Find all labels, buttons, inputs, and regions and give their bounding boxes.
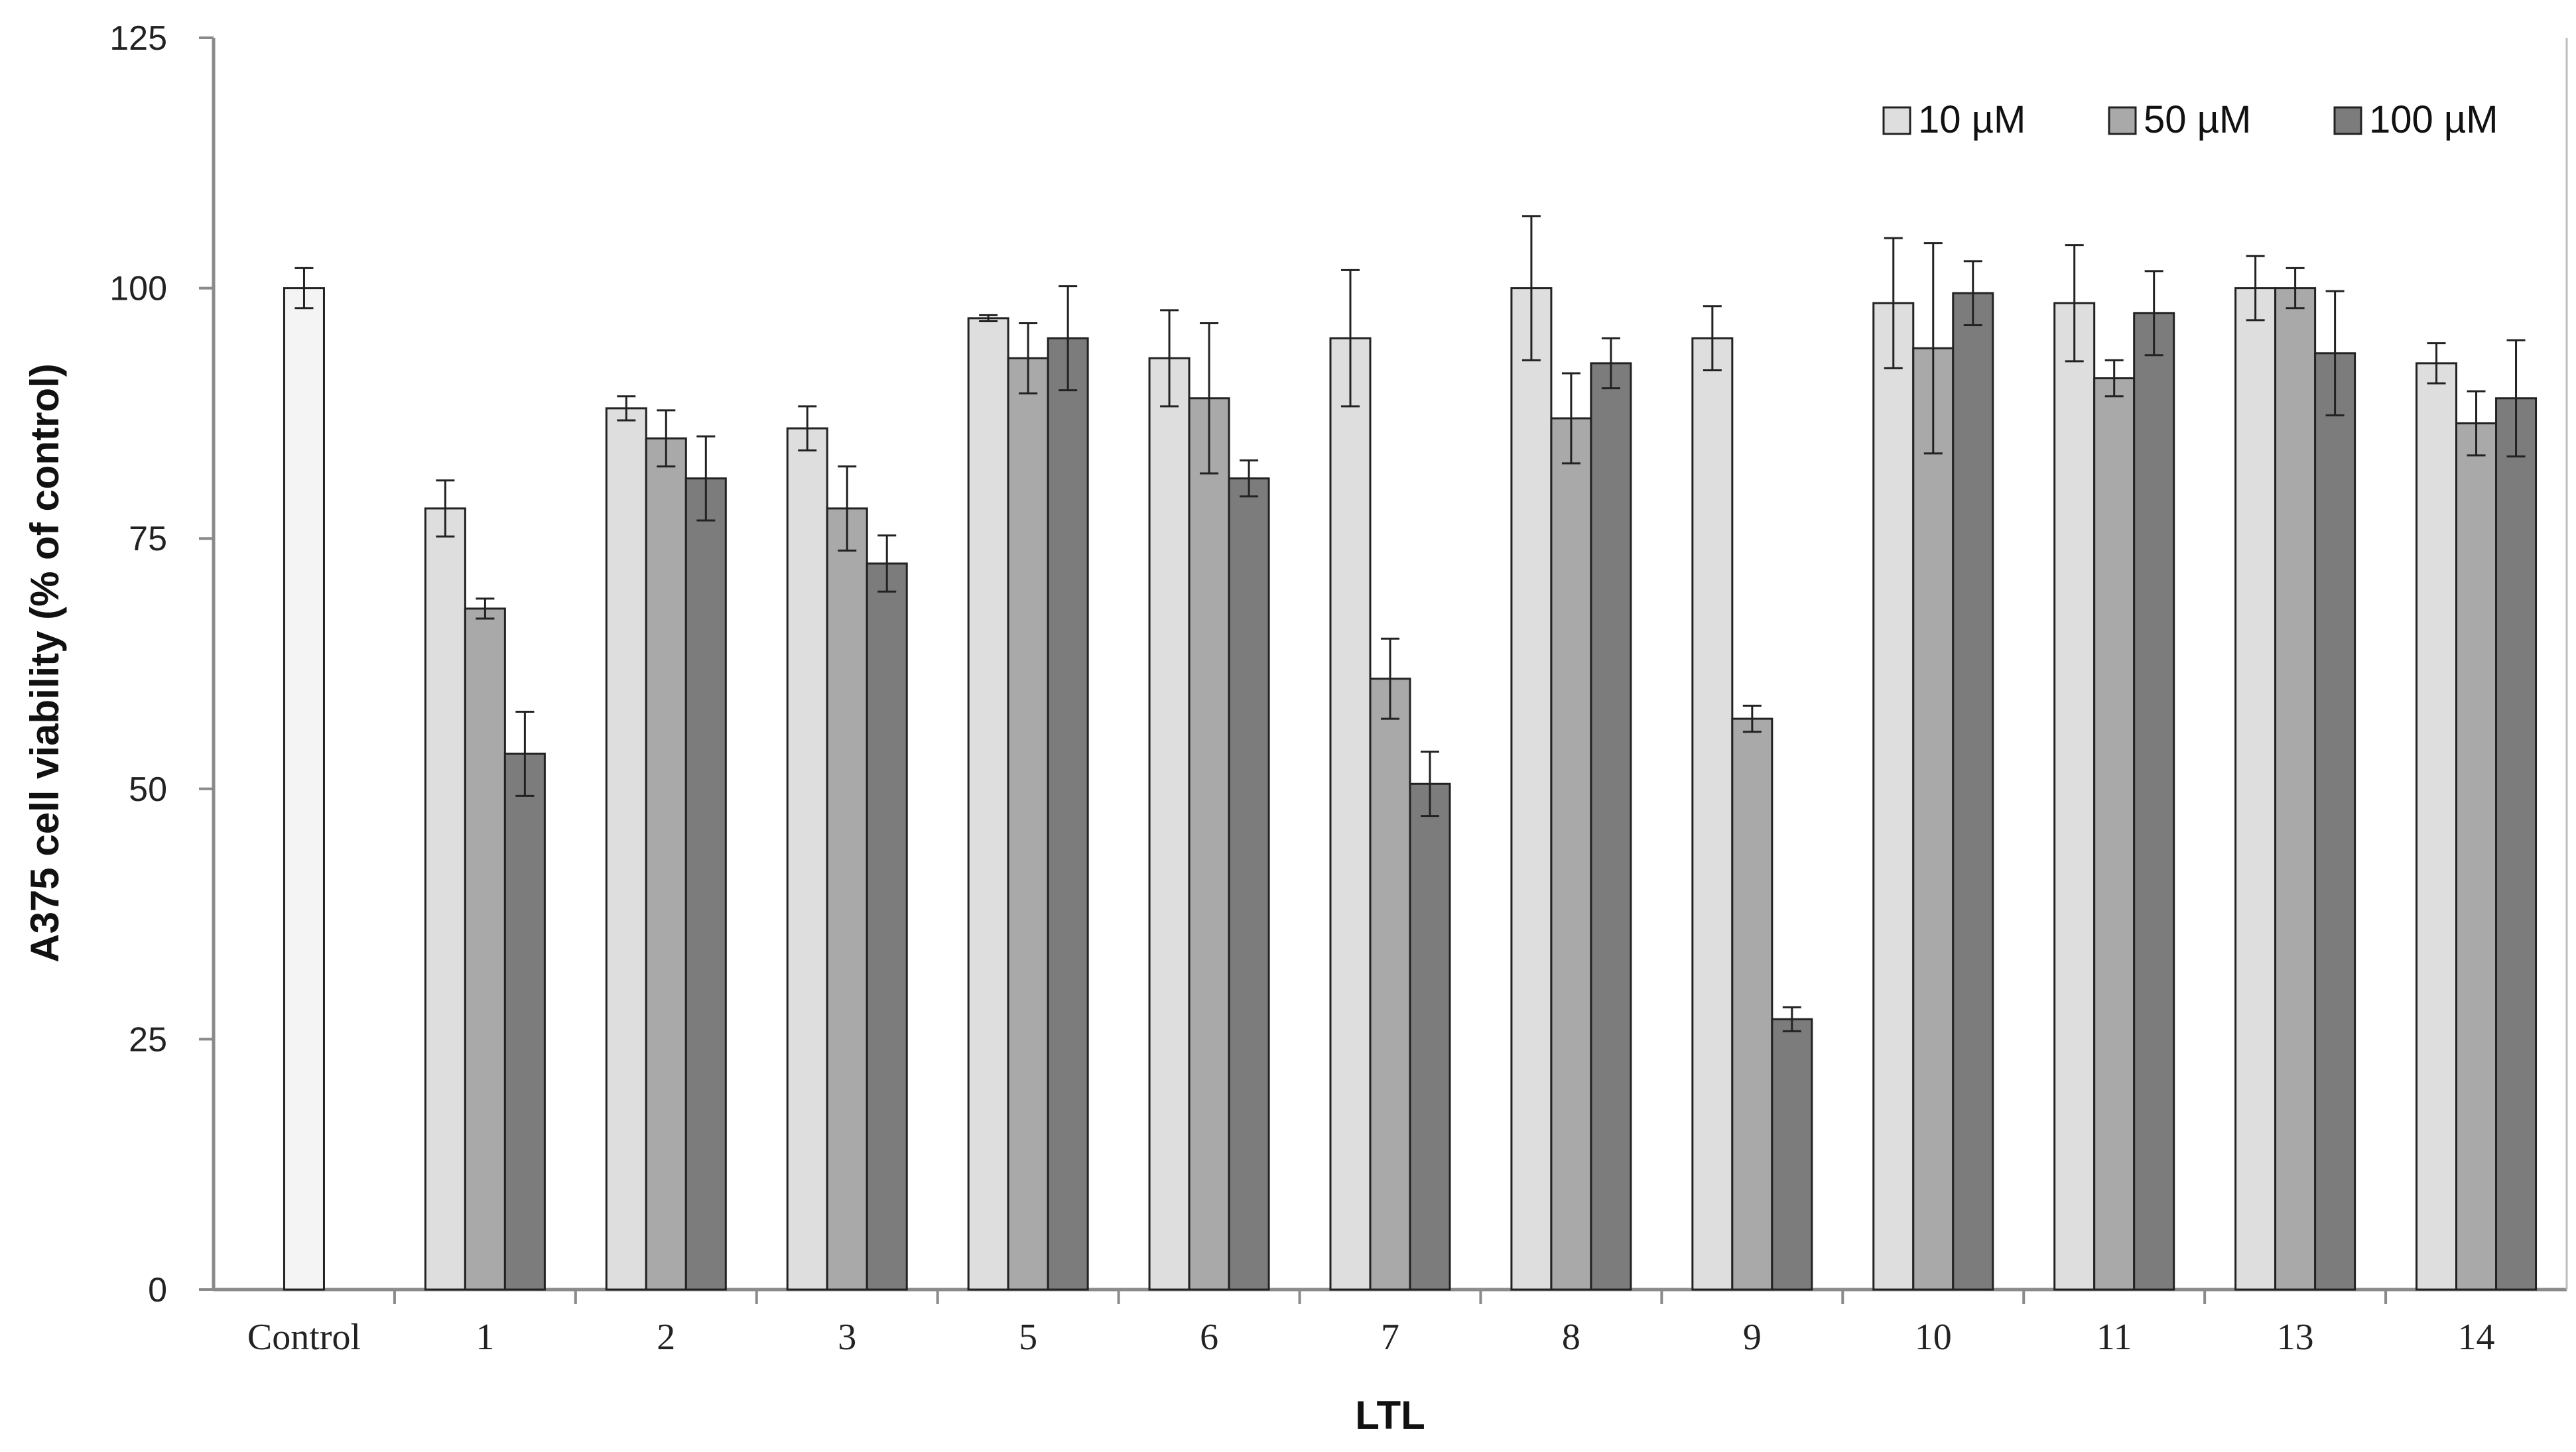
bar-series-1 xyxy=(1731,717,1773,1291)
bar-series-1 xyxy=(2274,287,2317,1291)
bars xyxy=(283,215,2538,1291)
bar-series-0 xyxy=(967,317,1009,1291)
bar-series-0 xyxy=(786,427,828,1291)
bar-series-2 xyxy=(1409,782,1451,1291)
bar-series-1 xyxy=(645,437,687,1291)
bar-series-1 xyxy=(464,607,506,1291)
x-tick-label: 13 xyxy=(2277,1317,2314,1358)
bar-series-1 xyxy=(1007,357,1049,1291)
y-tick-label: 50 xyxy=(129,770,167,809)
legend-label: 100 µM xyxy=(2369,98,2498,141)
bar-series-1 xyxy=(1912,347,1955,1291)
x-tick-label: 14 xyxy=(2458,1317,2495,1358)
bar-series-2 xyxy=(684,477,727,1291)
x-tick-label: 1 xyxy=(476,1317,494,1358)
bar-series-2 xyxy=(1590,362,1632,1291)
bar-series-0 xyxy=(2415,362,2458,1291)
bar-series-1 xyxy=(1550,417,1592,1291)
legend-label: 50 µM xyxy=(2144,98,2251,141)
bar-series-1 xyxy=(2455,422,2498,1291)
x-tick-label: 6 xyxy=(1200,1317,1218,1358)
x-tick-label: 9 xyxy=(1743,1317,1762,1358)
bar-series-1 xyxy=(2093,377,2136,1291)
x-tick-label: 7 xyxy=(1381,1317,1399,1358)
bar-series-2 xyxy=(1228,477,1270,1291)
bar-series-1 xyxy=(1369,678,1411,1291)
bar-series-0 xyxy=(1691,337,1734,1291)
y-tick-label: 75 xyxy=(129,520,167,558)
x-tick-label: 11 xyxy=(2096,1317,2132,1358)
y-tick-label: 25 xyxy=(129,1020,167,1059)
legend-swatch xyxy=(2333,106,2362,135)
bar-series-2 xyxy=(2133,312,2175,1291)
bar-series-1 xyxy=(1188,397,1230,1291)
bar-control xyxy=(283,287,325,1291)
x-tick-label: Control xyxy=(247,1317,361,1358)
y-tick-label: 100 xyxy=(109,270,167,308)
bar-series-2 xyxy=(2314,352,2356,1291)
x-tick-label: 2 xyxy=(657,1317,675,1358)
bar-series-2 xyxy=(1952,292,1994,1291)
axis-labels: 0 25 50 75 100 125 Control 1 2 3 5 6 7 8 9 10 11 13 14 xyxy=(109,19,2494,1358)
bar-series-0 xyxy=(1510,287,1553,1291)
bar-series-2 xyxy=(503,753,546,1291)
x-tick-label: 3 xyxy=(838,1317,856,1358)
x-axis-title: LTL xyxy=(1355,1393,1425,1437)
y-tick-label: 125 xyxy=(109,19,167,58)
y-axis-title: A375 cell viability (% of control) xyxy=(23,363,67,963)
bar-series-0 xyxy=(2053,302,2096,1291)
bar-series-0 xyxy=(1872,302,1915,1291)
bar-series-2 xyxy=(866,562,908,1291)
legend: 10 µM 50 µM 100 µM xyxy=(1882,98,2498,141)
x-tick-label: 5 xyxy=(1019,1317,1037,1358)
bar-series-2 xyxy=(2495,397,2538,1291)
bar-series-1 xyxy=(826,507,868,1291)
bar-series-0 xyxy=(605,407,647,1291)
x-tick-label: 8 xyxy=(1562,1317,1580,1358)
legend-swatch xyxy=(1882,106,1911,135)
bar-series-0 xyxy=(424,507,466,1291)
x-tick-label: 10 xyxy=(1915,1317,1952,1358)
legend-label: 10 µM xyxy=(1918,98,2026,141)
y-tick-label: 0 xyxy=(148,1271,167,1309)
bar-series-2 xyxy=(1047,337,1089,1291)
bar-series-0 xyxy=(1329,337,1372,1291)
bar-series-0 xyxy=(1148,357,1191,1291)
bar-series-0 xyxy=(2234,287,2277,1291)
bar-series-2 xyxy=(1771,1018,1813,1291)
legend-swatch xyxy=(2108,106,2137,135)
